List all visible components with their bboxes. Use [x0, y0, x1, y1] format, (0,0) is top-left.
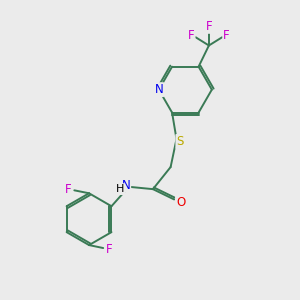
Text: N: N [122, 178, 130, 191]
Text: F: F [188, 29, 194, 42]
Text: F: F [65, 183, 72, 196]
Text: O: O [176, 196, 185, 209]
Text: N: N [154, 83, 163, 96]
Text: F: F [223, 29, 230, 42]
Text: H: H [116, 184, 124, 194]
Text: F: F [206, 20, 212, 33]
Text: S: S [176, 135, 184, 148]
Text: F: F [106, 243, 112, 256]
